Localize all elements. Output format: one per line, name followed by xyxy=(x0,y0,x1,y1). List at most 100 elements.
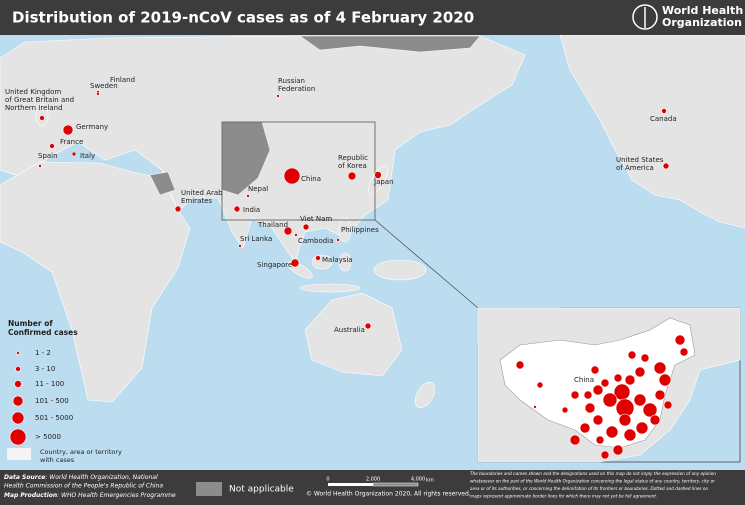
scale-labels: 0 2,000 4,000 xyxy=(326,477,425,483)
country-label: China xyxy=(301,175,321,183)
inset-marker xyxy=(679,347,689,357)
country-label-line: India xyxy=(243,206,260,214)
legend: Number of Confirmed cases 1 - 2 3 - 10 11 - … xyxy=(7,319,122,464)
connector xyxy=(374,219,479,309)
country-label: Russian Federation xyxy=(278,77,315,93)
country-label-line: of Korea xyxy=(338,162,367,170)
country-label-line: Cambodia xyxy=(298,237,333,245)
legend-with-cases: Country, area or territory with cases xyxy=(40,448,122,464)
country-label-line: Thailand xyxy=(257,221,288,229)
legend-with-cases-line: Country, area or territory xyxy=(40,448,122,456)
case-marker xyxy=(233,205,241,213)
inset-marker xyxy=(624,374,636,386)
inset-marker xyxy=(663,400,673,410)
inset-marker xyxy=(590,365,600,375)
inset-marker xyxy=(613,373,623,383)
case-marker xyxy=(71,151,77,157)
country-label-line: Japan xyxy=(373,178,394,186)
data-source-label: Data Source xyxy=(4,474,45,481)
footer-bar xyxy=(0,470,745,505)
case-marker xyxy=(38,164,42,168)
inset-marker xyxy=(658,373,672,387)
copyright: © World Health Organization 2020, All ri… xyxy=(306,491,471,498)
case-marker xyxy=(96,92,100,96)
not-applicable-swatch xyxy=(196,482,222,496)
inset-marker xyxy=(642,402,658,418)
inset-marker xyxy=(561,406,569,414)
inset-marker xyxy=(623,428,637,442)
case-marker xyxy=(174,205,182,213)
inset-marker xyxy=(612,444,624,456)
land xyxy=(0,34,745,409)
scale-label: 4,000 xyxy=(411,477,425,483)
case-marker xyxy=(246,194,250,198)
inset xyxy=(477,307,741,463)
inset-marker xyxy=(533,405,537,409)
not-applicable: Not applicable xyxy=(229,485,294,495)
case-marker xyxy=(364,322,372,330)
inset-marker xyxy=(674,334,686,346)
country-label-line: United Kingdom xyxy=(5,88,61,96)
inset-marker xyxy=(592,384,604,396)
legend-marker xyxy=(11,411,25,425)
country-label: India xyxy=(243,206,260,214)
country-label-line: Australia xyxy=(334,326,365,334)
legend-title-line: Number of xyxy=(8,319,53,328)
country-label-line: Canada xyxy=(650,115,677,123)
inset-marker xyxy=(592,414,604,426)
legend-label: > 5000 xyxy=(35,433,61,441)
inset-marker xyxy=(633,393,647,407)
inset-marker xyxy=(536,381,544,389)
legend-title: Number of Confirmed cases xyxy=(8,319,78,337)
inset-label: China xyxy=(574,376,594,384)
case-marker xyxy=(283,167,301,185)
case-marker xyxy=(662,162,670,170)
inset-marker xyxy=(584,402,596,414)
inset-marker xyxy=(569,434,581,446)
production-text: : WHO Health Emergencies Programme xyxy=(57,492,176,499)
case-marker xyxy=(315,255,321,261)
case-marker xyxy=(238,244,242,248)
scale-label: 2,000 xyxy=(366,477,380,483)
scale-label: 0 xyxy=(326,477,329,483)
case-marker xyxy=(49,143,55,149)
inset-marker xyxy=(595,435,605,445)
scale-segment xyxy=(372,482,419,487)
inset-marker xyxy=(515,360,525,370)
logo-line-line: Organization xyxy=(662,16,742,29)
title: Distribution of 2019-nCoV cases as of 4 … xyxy=(12,9,474,27)
legend-with-cases-line: with cases xyxy=(40,456,75,464)
inset-marker xyxy=(649,414,661,426)
disclaimer-text-line: The boundaries and names shown and the d… xyxy=(470,471,716,476)
country-label-line: Philippines xyxy=(341,226,379,234)
inset-marker xyxy=(602,392,618,408)
case-marker xyxy=(283,226,293,236)
country-label: Australia xyxy=(334,326,365,334)
country-label-line: Northern Ireland xyxy=(5,104,63,112)
country-label: Japan xyxy=(373,178,394,186)
scale-unit: km xyxy=(426,478,434,484)
country-label-line: China xyxy=(301,175,321,183)
country-label: United Kingdom of Great Britain and Northe… xyxy=(5,88,74,112)
country-label-line: Nepal xyxy=(248,185,268,193)
inset-marker xyxy=(653,361,667,375)
country-label-line: Malaysia xyxy=(322,256,353,264)
inset-markers xyxy=(515,334,689,460)
production-label: Map Production xyxy=(4,492,57,499)
disclaimer-text: The boundaries and names shown and the d… xyxy=(470,471,716,499)
scale-segment xyxy=(328,483,373,486)
country-label: Singapore xyxy=(257,261,292,269)
data-source-text: : World Health Organization, National xyxy=(45,474,158,481)
legend-label: 3 - 10 xyxy=(35,365,55,373)
case-marker xyxy=(374,171,382,179)
country-label-line: Finland xyxy=(110,76,135,84)
case-marker xyxy=(336,238,340,242)
country-label-line: Sweden xyxy=(90,82,118,90)
country-label: Finland xyxy=(110,76,135,84)
country-label: Spain xyxy=(38,152,58,160)
inset-marker xyxy=(640,353,650,363)
data-source: Data Source: World Health Organization, … xyxy=(4,474,158,481)
legend-marker xyxy=(16,351,20,355)
